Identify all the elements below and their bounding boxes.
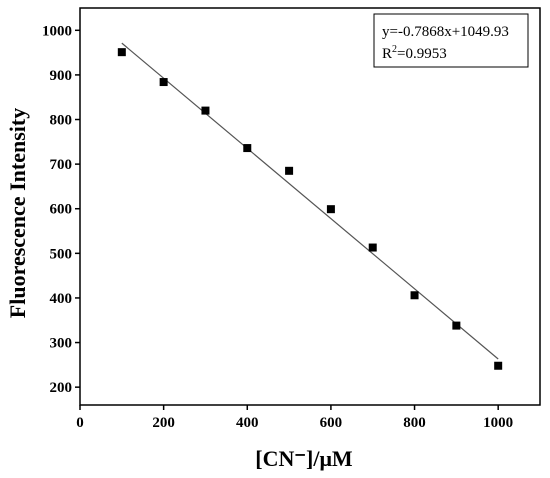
- y-tick-label: 600: [50, 202, 73, 218]
- x-tick-label: 200: [152, 415, 175, 431]
- y-tick-label: 200: [50, 380, 73, 396]
- x-tick-label: 0: [76, 415, 84, 431]
- y-tick-label: 700: [50, 157, 73, 173]
- y-axis: 200 300 400 500 600 700 800 900 1000: [42, 23, 80, 396]
- x-tick-label: 1000: [483, 415, 513, 431]
- plot-area: [79, 7, 541, 406]
- data-point: [201, 106, 210, 115]
- x-tick-label: 600: [320, 415, 343, 431]
- data-point: [159, 78, 168, 87]
- fit-equation: y=-0.7868x+1049.93: [382, 24, 509, 40]
- data-point: [117, 48, 126, 57]
- data-point: [452, 321, 461, 330]
- x-axis-title: [CN⁻]/μM: [255, 446, 353, 471]
- data-point: [410, 291, 419, 300]
- x-tick-label: 400: [236, 415, 259, 431]
- y-tick-label: 300: [50, 336, 73, 352]
- x-tick-label: 800: [403, 415, 426, 431]
- y-tick-label: 800: [50, 113, 73, 129]
- data-point: [368, 243, 377, 252]
- y-tick-label: 500: [50, 246, 73, 262]
- y-tick-label: 400: [50, 291, 73, 307]
- data-points: [117, 48, 503, 370]
- legend-box: y=-0.7868x+1049.93 R2=0.9953: [373, 13, 529, 68]
- data-point: [243, 144, 252, 153]
- y-tick-label: 1000: [42, 23, 72, 39]
- data-point: [494, 361, 503, 370]
- x-axis: 0 200 400 600 800 1000: [76, 405, 513, 431]
- r-squared: R2=0.9953: [382, 44, 447, 62]
- data-point: [285, 166, 294, 175]
- y-axis-title: Fluorescence Intensity: [5, 108, 30, 318]
- fit-line: [121, 42, 499, 360]
- y-tick-label: 900: [50, 68, 73, 84]
- data-point: [326, 205, 335, 214]
